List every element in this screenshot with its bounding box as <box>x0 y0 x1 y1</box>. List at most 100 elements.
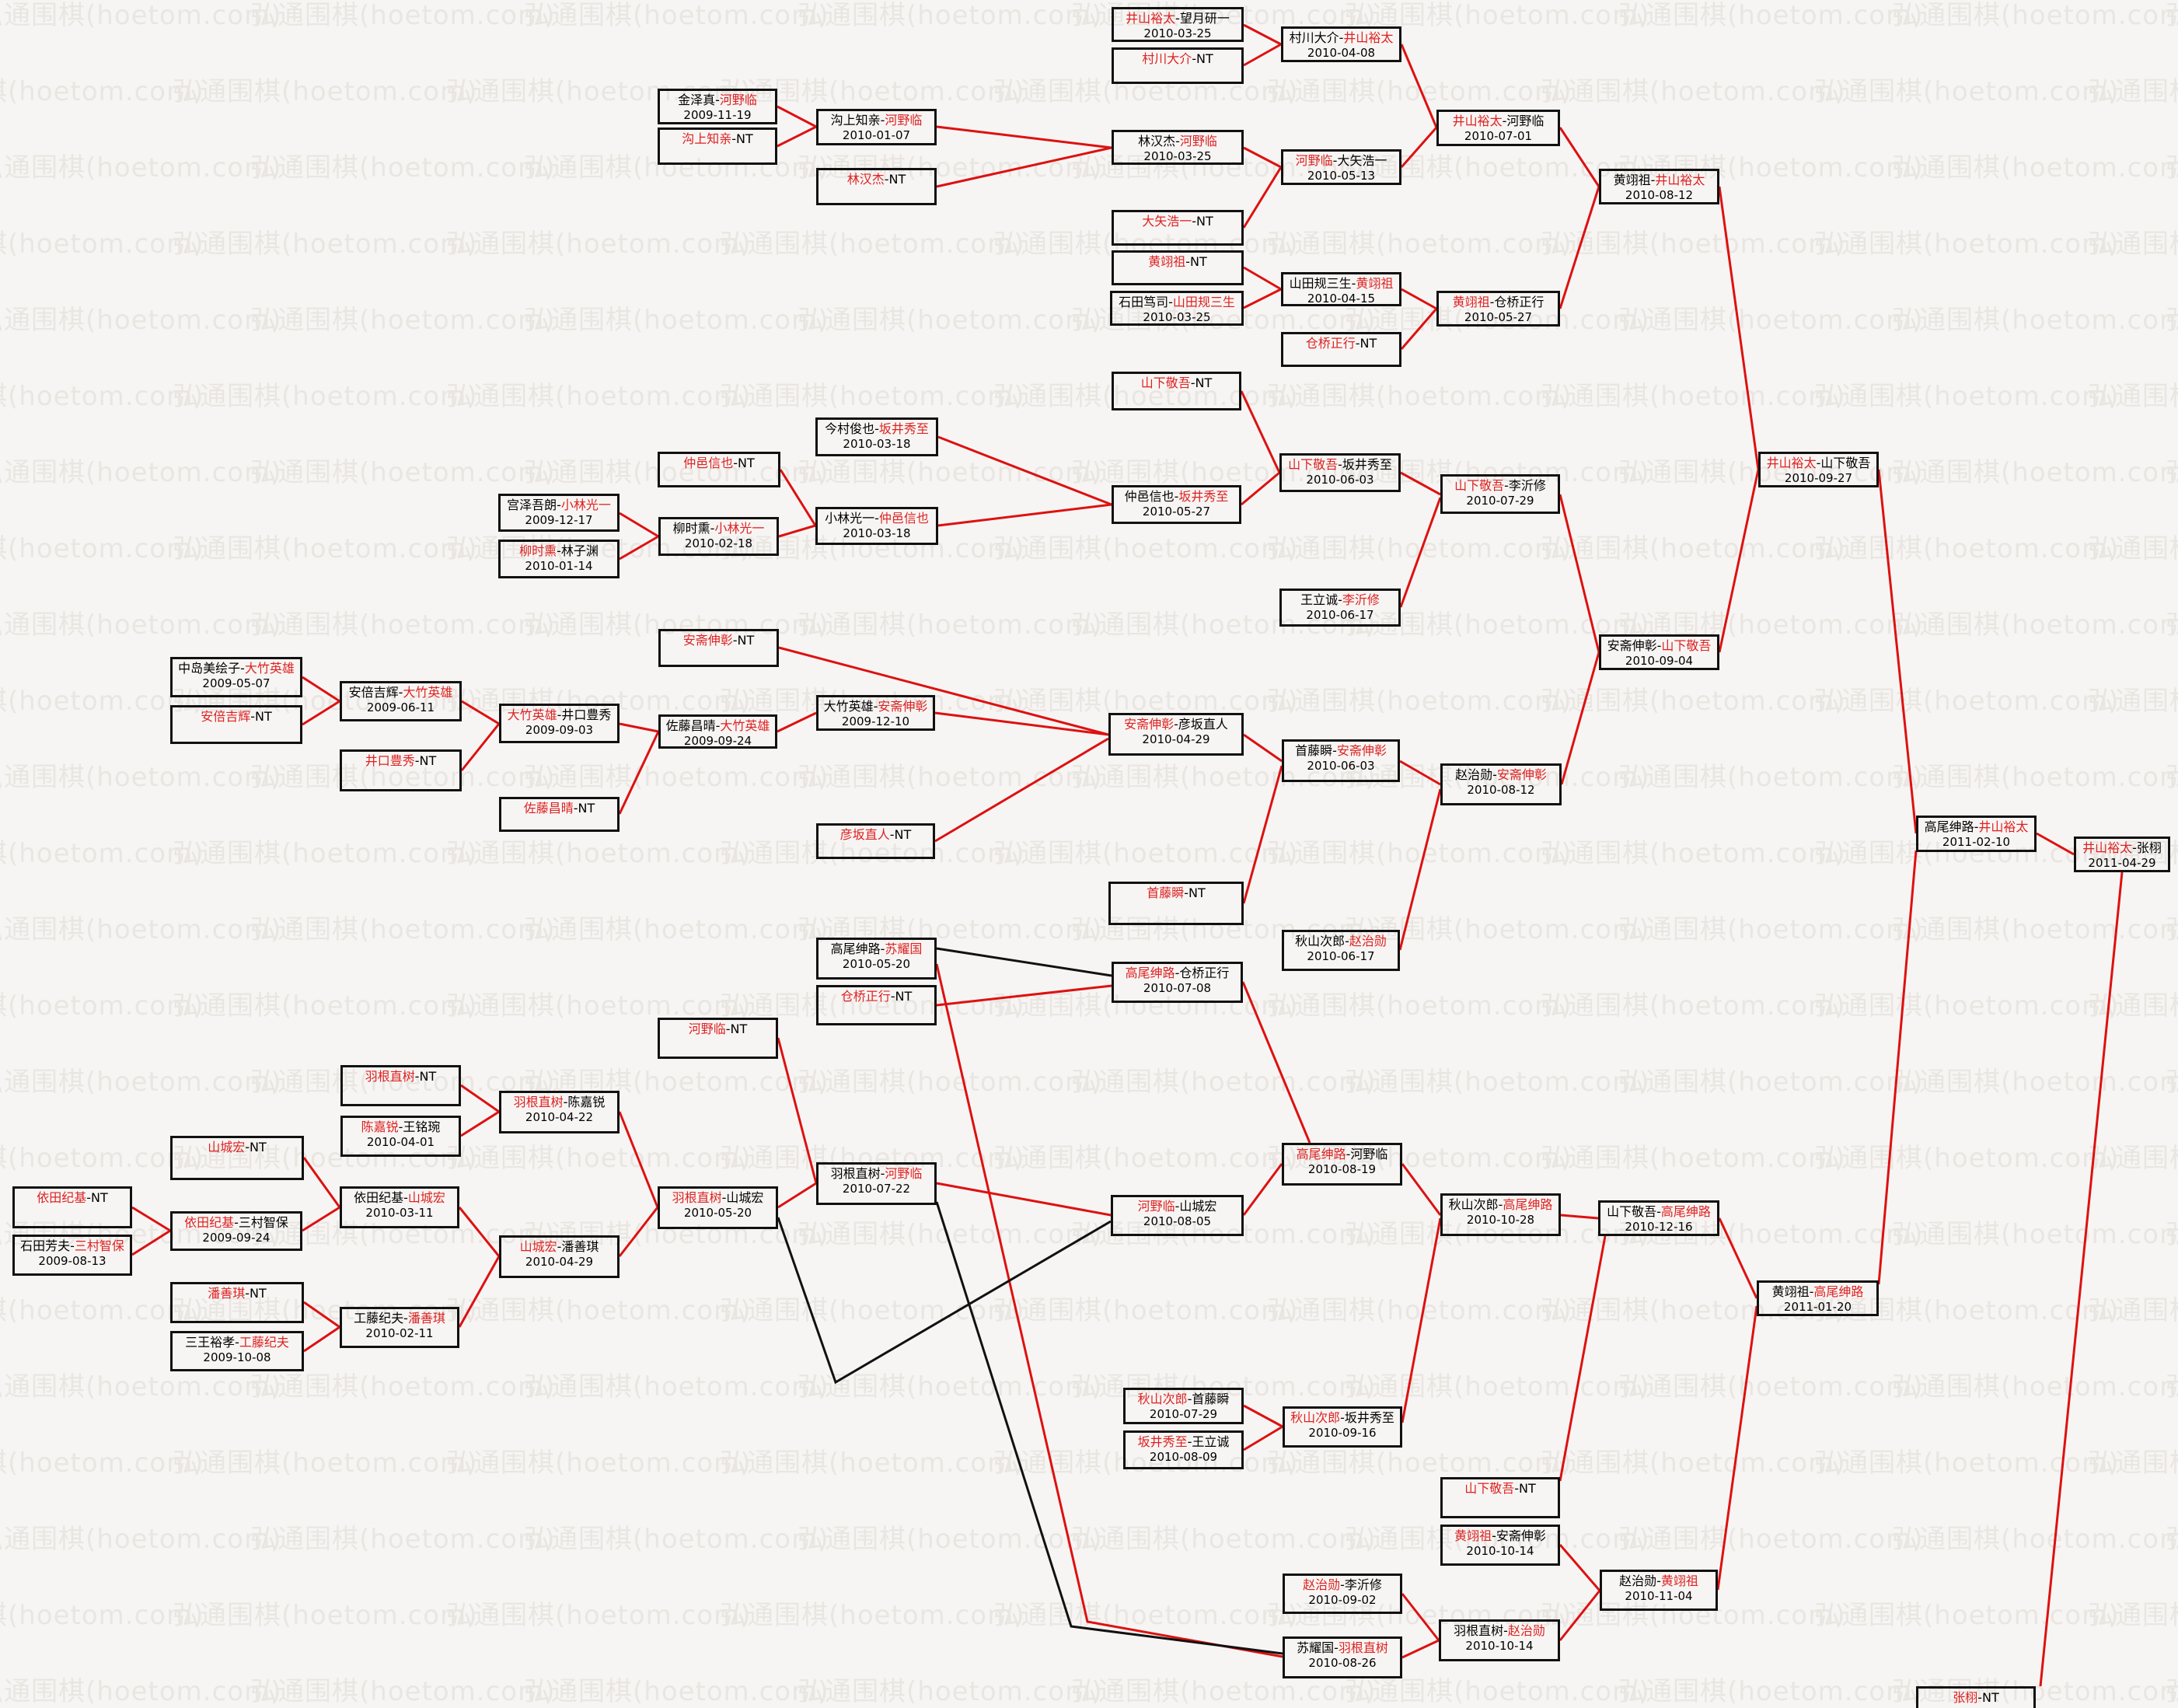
player-name: 安斋伸彰 <box>1124 717 1175 732</box>
player-name: 潘善琪 <box>561 1239 599 1254</box>
player-name: 山下敬吾 <box>1607 1204 1657 1219</box>
match-date: 2010-07-29 <box>1466 494 1534 508</box>
vs-dash: - <box>710 521 715 536</box>
player-name: 潘善琪 <box>208 1286 246 1301</box>
nt-bye-label: NT <box>1196 51 1213 66</box>
player-name: 河野临 <box>1350 1147 1388 1161</box>
match-date: 2010-07-29 <box>1149 1407 1218 1421</box>
match-box: 高尾绅路-井山裕太 2011-02-10 <box>1916 816 2037 852</box>
player-name: 羽根直树 <box>1454 1623 1504 1638</box>
player-name: 首藤瞬 <box>1295 743 1333 758</box>
winner-path-line <box>1401 1639 1440 1659</box>
match-players: 林汉杰-河野临 <box>1114 134 1241 149</box>
match-players: 高尾绅路-河野临 <box>1284 1147 1400 1162</box>
winner-path-line <box>2039 871 2124 1687</box>
match-box: 安斋伸彰-山下敬吾 2010-09-04 <box>1599 634 1719 670</box>
vs-dash: - <box>1184 885 1189 900</box>
match-date: 2010-05-13 <box>1307 169 1376 183</box>
match-box: 井口豊秀-NT <box>340 749 462 791</box>
match-players: 山田规三生-黄翊祖 <box>1283 276 1399 292</box>
match-box: 黄翊祖-高尾绅路 2011-01-20 <box>1757 1280 1879 1316</box>
match-players: 安斋伸彰-山下敬吾 <box>1601 638 1717 654</box>
player-name: 三王裕孝 <box>185 1335 236 1350</box>
player-name: 工藤纪夫 <box>354 1311 404 1326</box>
player-name: 大竹英雄 <box>244 661 295 676</box>
player-name: 张栩 <box>1953 1690 1978 1705</box>
match-date: 2010-09-04 <box>1625 654 1694 668</box>
match-players: 秋山次郎-坂井秀至 <box>1285 1410 1400 1426</box>
player-name: 大矢浩一 <box>1337 153 1387 168</box>
match-box: 潘善琪-NT <box>170 1282 304 1323</box>
winner-path-line <box>777 1037 818 1184</box>
vs-dash: - <box>1185 254 1191 269</box>
player-name: 高尾绅路 <box>1924 819 1974 834</box>
watermark-text: 弘通围棋(hoetom.com)弘通围棋(hoetom.com)弘通围棋(hoe… <box>0 1676 2178 1707</box>
winner-path-line <box>1400 44 1438 128</box>
match-box: 山城宏-潘善琪 2010-04-29 <box>499 1235 620 1278</box>
match-box: 山下敬吾-高尾绅路 2010-12-16 <box>1598 1200 1719 1236</box>
vs-dash: - <box>1351 276 1356 291</box>
match-date: 2009-09-24 <box>683 734 752 748</box>
match-box: 佐藤昌晴-NT <box>499 797 620 832</box>
match-date: 2010-04-22 <box>525 1110 594 1124</box>
player-name: 山田规三生 <box>1172 295 1235 309</box>
vs-dash: - <box>1190 375 1195 390</box>
winner-path-line <box>131 1229 171 1256</box>
match-date: 2010-03-25 <box>1143 310 1211 324</box>
vs-dash: - <box>1332 153 1338 168</box>
winner-path-line <box>302 700 340 726</box>
match-date: 2010-05-20 <box>842 957 911 971</box>
player-name: 山下敬吾 <box>1140 375 1191 390</box>
player-name: 林子渊 <box>560 543 599 558</box>
player-name: 三村智保 <box>238 1215 288 1230</box>
winner-path-line <box>618 1111 659 1208</box>
winner-path-line <box>1558 1235 1607 1482</box>
winner-path-line <box>1243 1425 1283 1451</box>
player-name: 柳时熏 <box>519 543 557 558</box>
match-players: 仲邑信也-坂井秀至 <box>1114 489 1239 505</box>
winner-path-line <box>1558 494 1600 653</box>
watermark-text: 弘通围棋(hoetom.com)弘通围棋(hoetom.com)弘通围棋(hoe… <box>0 1143 2178 1174</box>
watermark-text: 弘通围棋(hoetom.com)弘通围棋(hoetom.com)弘通围棋(hoe… <box>0 1295 2178 1326</box>
match-players: 仲邑信也-NT <box>660 456 778 471</box>
winner-path-line <box>1240 390 1281 473</box>
player-name: 赵治勋 <box>1507 1623 1545 1638</box>
vs-dash: - <box>1650 173 1656 187</box>
match-date: 2010-08-09 <box>1149 1450 1218 1464</box>
player-name: 小林光一 <box>560 498 611 512</box>
vs-dash: - <box>725 1022 731 1036</box>
winner-path-line <box>1241 471 1280 506</box>
player-name: 羽根直树 <box>830 1166 881 1181</box>
match-box: 依田纪基-NT <box>12 1186 132 1228</box>
vs-dash: - <box>1346 1147 1351 1161</box>
player-name: 河野临 <box>885 113 923 127</box>
match-players: 仓桥正行-NT <box>1283 336 1399 351</box>
nt-bye-label: NT <box>1190 254 1207 269</box>
match-players: 宫泽吾朗-小林光一 <box>501 498 617 513</box>
match-box: 大竹英雄-安斋伸彰 2009-12-10 <box>816 695 935 731</box>
winner-path-line <box>777 105 817 128</box>
match-players: 今村俊也-坂井秀至 <box>818 421 936 437</box>
player-name: 高尾绅路 <box>1813 1284 1864 1299</box>
player-name: 石田笃司 <box>1119 295 1169 309</box>
match-players: 石田芳夫-三村智保 <box>15 1238 130 1254</box>
winner-path-line <box>1718 1217 1758 1299</box>
match-players: 高尾绅路-仓桥正行 <box>1114 966 1241 981</box>
match-box: 苏耀国-羽根直树 2010-08-26 <box>1283 1636 1402 1678</box>
match-box: 安倍吉辉-NT <box>170 705 302 744</box>
vs-dash: - <box>245 1286 250 1301</box>
match-date: 2010-08-05 <box>1143 1214 1212 1228</box>
player-name: 山下敬吾 <box>1454 478 1505 493</box>
player-name: 坂井秀至 <box>1344 1410 1394 1425</box>
match-date: 2009-06-11 <box>366 700 435 714</box>
match-players: 山城宏-潘善琪 <box>501 1239 617 1255</box>
match-date: 2010-11-04 <box>1625 1589 1693 1603</box>
vs-dash: - <box>1504 478 1509 493</box>
nt-bye-label: NT <box>419 753 437 768</box>
winner-path-line <box>303 1326 340 1353</box>
player-name: 井口豊秀 <box>561 707 612 722</box>
player-name: 石田芳夫 <box>20 1238 71 1253</box>
winner-path-line <box>937 503 1112 527</box>
match-box: 赵治勋-安斋伸彰 2010-08-12 <box>1440 763 1562 805</box>
